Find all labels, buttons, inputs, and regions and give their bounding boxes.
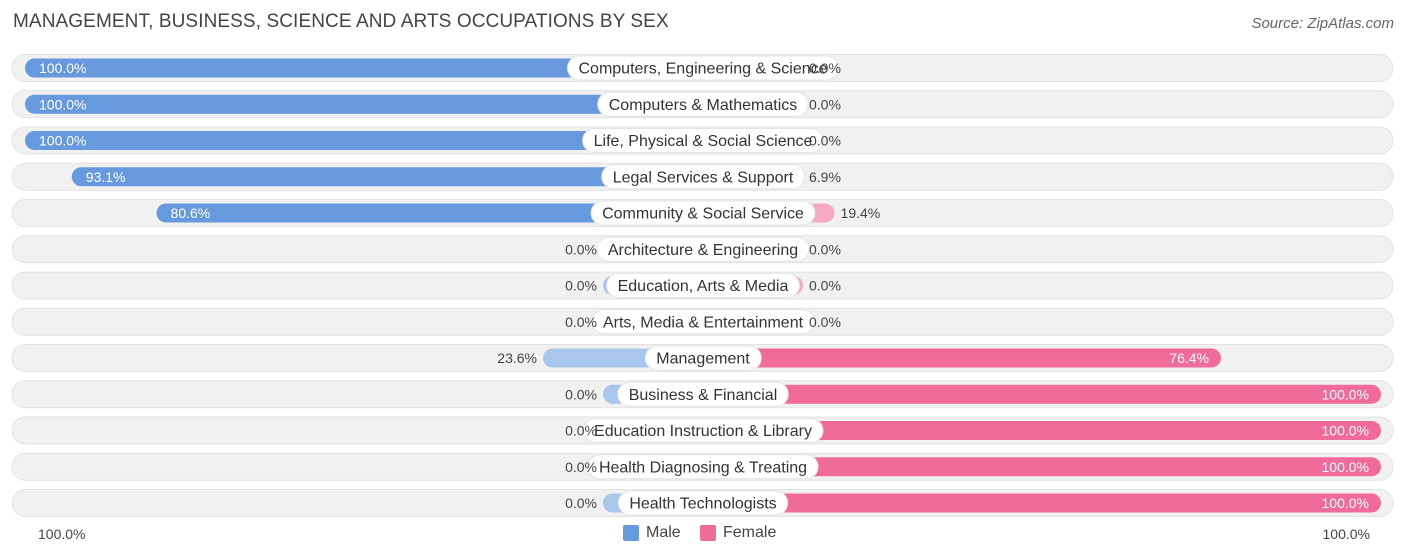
male-bar	[25, 94, 703, 114]
male-value-label: 100.0%	[39, 133, 86, 149]
female-value-label: 0.0%	[809, 133, 841, 149]
male-bar	[156, 203, 704, 223]
male-bar	[71, 167, 704, 187]
male-bar	[25, 131, 703, 150]
male-value-label: 0.0%	[565, 278, 597, 294]
male-value-label: 93.1%	[86, 169, 126, 185]
female-value-label: 0.0%	[809, 241, 841, 257]
chart-row: Community & Social Service 80.6% 19.4%	[11, 199, 1394, 227]
chart-title: MANAGEMENT, BUSINESS, SCIENCE AND ARTS O…	[13, 11, 669, 32]
female-value-label: 100.0%	[1322, 459, 1369, 475]
category-pill	[590, 200, 816, 226]
chart-row: Architecture & Engineering 0.0% 0.0%	[11, 235, 1394, 264]
male-value-label: 0.0%	[565, 423, 597, 439]
category-pill	[591, 309, 816, 335]
female-bar	[703, 457, 1381, 477]
category-pill	[582, 128, 824, 153]
category-label: Architecture & Engineering	[608, 242, 798, 259]
male-value-label: 0.0%	[565, 241, 597, 257]
male-value-label: 23.6%	[497, 350, 537, 366]
category-pill	[596, 236, 810, 262]
category-pill	[617, 381, 789, 407]
female-value-label: 6.9%	[809, 169, 841, 185]
category-label: Computers, Engineering & Science	[578, 61, 827, 78]
female-value-label: 19.4%	[841, 205, 881, 221]
male-value-label: 0.0%	[565, 314, 597, 330]
male-value-label: 100.0%	[39, 96, 86, 112]
legend-male-label: Male	[646, 524, 681, 541]
category-pill	[587, 454, 819, 480]
male-bar	[25, 58, 703, 78]
chart-row: Arts, Media & Entertainment 0.0% 0.0%	[11, 307, 1394, 336]
category-label: Arts, Media & Entertainment	[603, 314, 804, 331]
chart-row: Legal Services & Support 93.1% 6.9%	[11, 162, 1394, 191]
category-pill	[606, 273, 800, 298]
category-pill	[582, 418, 824, 443]
chart-row: Computers, Engineering & Science 100.0% 0.…	[11, 54, 1394, 82]
male-value-label: 0.0%	[565, 495, 597, 511]
category-pill	[566, 55, 840, 81]
source-note: Source: ZipAtlas.com	[1251, 15, 1394, 32]
category-label: Life, Physical & Social Science	[594, 133, 813, 150]
category-label: Education Instruction & Library	[594, 423, 812, 440]
legend-male: Male	[623, 524, 681, 542]
chart-row: Management 23.6% 76.4%	[11, 344, 1394, 372]
category-label: Health Diagnosing & Treating	[599, 459, 807, 476]
category-label: Legal Services & Support	[613, 169, 794, 186]
female-value-label: 0.0%	[809, 314, 841, 330]
female-bar	[703, 384, 1381, 404]
legend-female: Female	[700, 524, 776, 542]
category-label: Health Technologists	[629, 496, 776, 513]
category-label: Management	[656, 351, 750, 368]
legend-male-swatch	[623, 525, 639, 541]
female-value-label: 0.0%	[809, 96, 841, 112]
male-value-label: 80.6%	[171, 205, 211, 221]
chart-row: Business & Financial 0.0% 100.0%	[11, 380, 1394, 409]
female-bar	[703, 348, 1221, 368]
male-value-label: 0.0%	[565, 459, 597, 475]
female-value-label: 0.0%	[809, 60, 841, 76]
category-pill	[644, 345, 762, 371]
male-value-label: 100.0%	[39, 60, 86, 76]
category-pill	[601, 164, 806, 190]
chart-row: Education, Arts & Media 0.0% 0.0%	[11, 271, 1394, 300]
category-label: Business & Financial	[629, 387, 778, 404]
category-pill	[617, 490, 789, 516]
chart-row: Life, Physical & Social Science 100.0% 0.0…	[11, 126, 1394, 155]
female-bar	[703, 421, 1381, 440]
female-value-label: 100.0%	[1322, 423, 1369, 439]
female-bar	[703, 493, 1381, 513]
chart-plot: Computers, Engineering & Science 100.0% 0.…	[11, 54, 1394, 517]
female-value-label: 0.0%	[809, 278, 841, 294]
legend-female-label: Female	[723, 524, 777, 541]
female-value-label: 100.0%	[1322, 386, 1369, 402]
female-value-label: 100.0%	[1322, 495, 1369, 511]
male-value-label: 0.0%	[565, 386, 597, 402]
category-label: Education, Arts & Media	[618, 278, 789, 295]
legend-female-swatch	[700, 525, 716, 541]
category-label: Computers & Mathematics	[609, 97, 798, 114]
axis-right-label: 100.0%	[1322, 526, 1370, 542]
category-pill	[597, 91, 809, 117]
axis-left-label: 100.0%	[38, 526, 86, 542]
chart-row: Health Technologists 0.0% 100.0%	[11, 489, 1394, 517]
female-value-label: 76.4%	[1169, 350, 1209, 366]
category-label: Community & Social Service	[602, 206, 804, 223]
chart-row: Computers & Mathematics 100.0% 0.0%	[11, 90, 1394, 119]
